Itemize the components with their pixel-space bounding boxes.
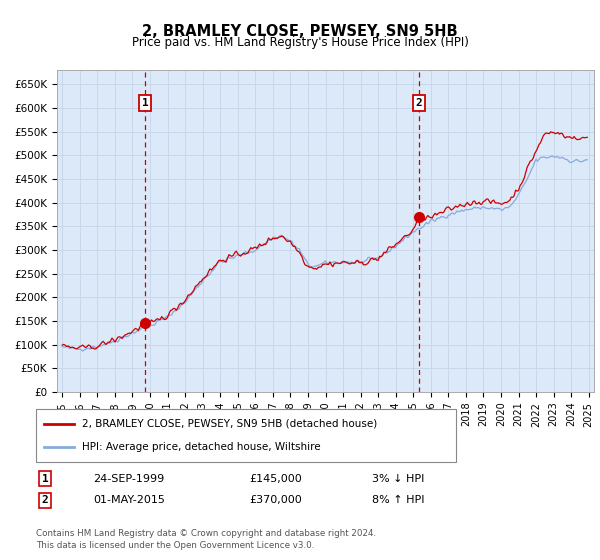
Text: HPI: Average price, detached house, Wiltshire: HPI: Average price, detached house, Wilt… (82, 442, 321, 452)
Text: 01-MAY-2015: 01-MAY-2015 (93, 495, 165, 505)
Text: Price paid vs. HM Land Registry's House Price Index (HPI): Price paid vs. HM Land Registry's House … (131, 36, 469, 49)
Text: 2, BRAMLEY CLOSE, PEWSEY, SN9 5HB (detached house): 2, BRAMLEY CLOSE, PEWSEY, SN9 5HB (detac… (82, 419, 377, 429)
Text: 24-SEP-1999: 24-SEP-1999 (93, 474, 164, 484)
Text: Contains HM Land Registry data © Crown copyright and database right 2024.
This d: Contains HM Land Registry data © Crown c… (36, 529, 376, 550)
Text: 2, BRAMLEY CLOSE, PEWSEY, SN9 5HB: 2, BRAMLEY CLOSE, PEWSEY, SN9 5HB (142, 24, 458, 39)
Text: £370,000: £370,000 (249, 495, 302, 505)
FancyBboxPatch shape (36, 409, 456, 462)
Text: 8% ↑ HPI: 8% ↑ HPI (372, 495, 425, 505)
Text: £145,000: £145,000 (249, 474, 302, 484)
Text: 2: 2 (416, 98, 422, 108)
Text: 1: 1 (41, 474, 49, 484)
Text: 2: 2 (41, 495, 49, 505)
Text: 1: 1 (142, 98, 149, 108)
Text: 3% ↓ HPI: 3% ↓ HPI (372, 474, 424, 484)
